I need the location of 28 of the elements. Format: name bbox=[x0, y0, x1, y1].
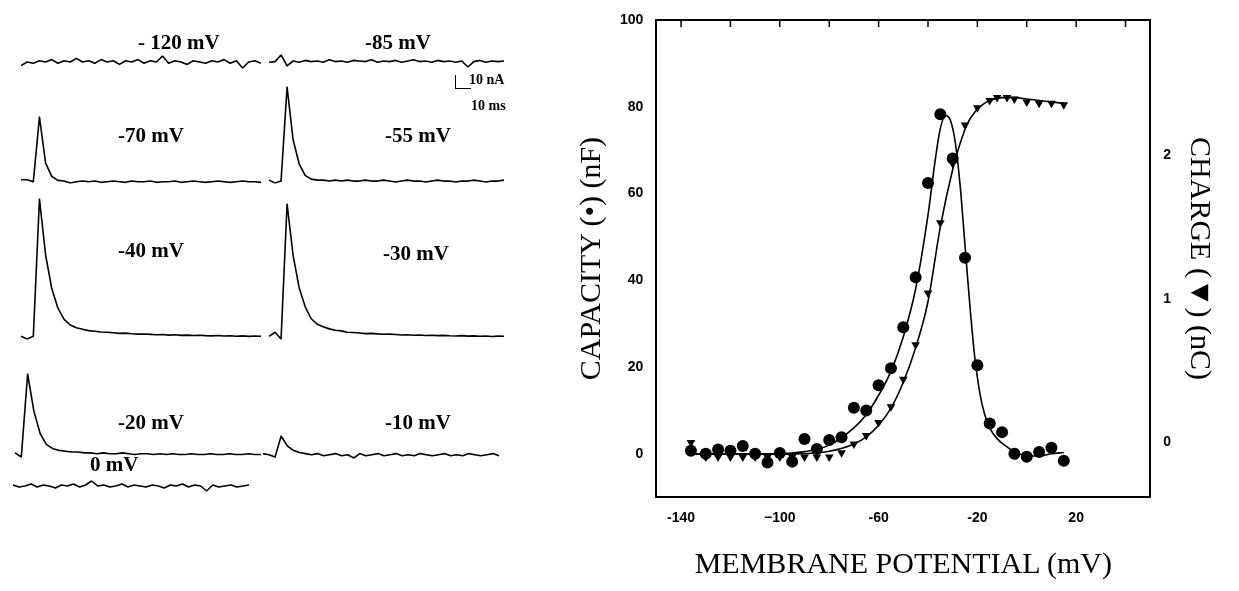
text: -30 mV bbox=[383, 241, 449, 265]
chart-title: -10 mV bbox=[385, 410, 451, 434]
x-tick-label: 20 bbox=[1068, 509, 1085, 526]
y-tick-label: 60 bbox=[627, 184, 644, 201]
text: -40 mV bbox=[118, 238, 184, 262]
y-tick-label: 0 bbox=[635, 444, 644, 461]
annotation: 10 ms bbox=[471, 98, 506, 114]
y-tick-label: 20 bbox=[627, 357, 644, 374]
y-tick-label: 40 bbox=[627, 271, 644, 288]
chart-title: -85 mV bbox=[365, 30, 431, 54]
chart-title: -70 mV bbox=[118, 123, 184, 147]
text: -20 mV bbox=[118, 410, 184, 434]
y-axis-title: CAPACITY (•) (nF) bbox=[572, 136, 607, 381]
x-tick-label: −100 bbox=[764, 509, 796, 526]
x-axis-title: MEMBRANE POTENTIAL (mV) bbox=[694, 545, 1112, 580]
y2-tick-label: 1 bbox=[1163, 289, 1172, 306]
x-tick-label: -140 bbox=[667, 509, 696, 526]
y-tick-label: 80 bbox=[627, 97, 644, 114]
x-tick-label: -60 bbox=[868, 509, 889, 526]
chart-title: 0 mV bbox=[90, 452, 139, 476]
y-tick-label: 100 bbox=[620, 10, 644, 27]
y2-tick-label: 0 bbox=[1163, 433, 1172, 450]
text: -55 mV bbox=[385, 123, 451, 147]
x-tick-label: -20 bbox=[967, 509, 988, 526]
y2-axis-title: CHARGE (▼) (nC) bbox=[1184, 137, 1219, 381]
annotation: 10 nA bbox=[469, 72, 505, 88]
chart-title: - 120 mV bbox=[138, 30, 220, 54]
y2-tick-label: 2 bbox=[1163, 145, 1172, 162]
